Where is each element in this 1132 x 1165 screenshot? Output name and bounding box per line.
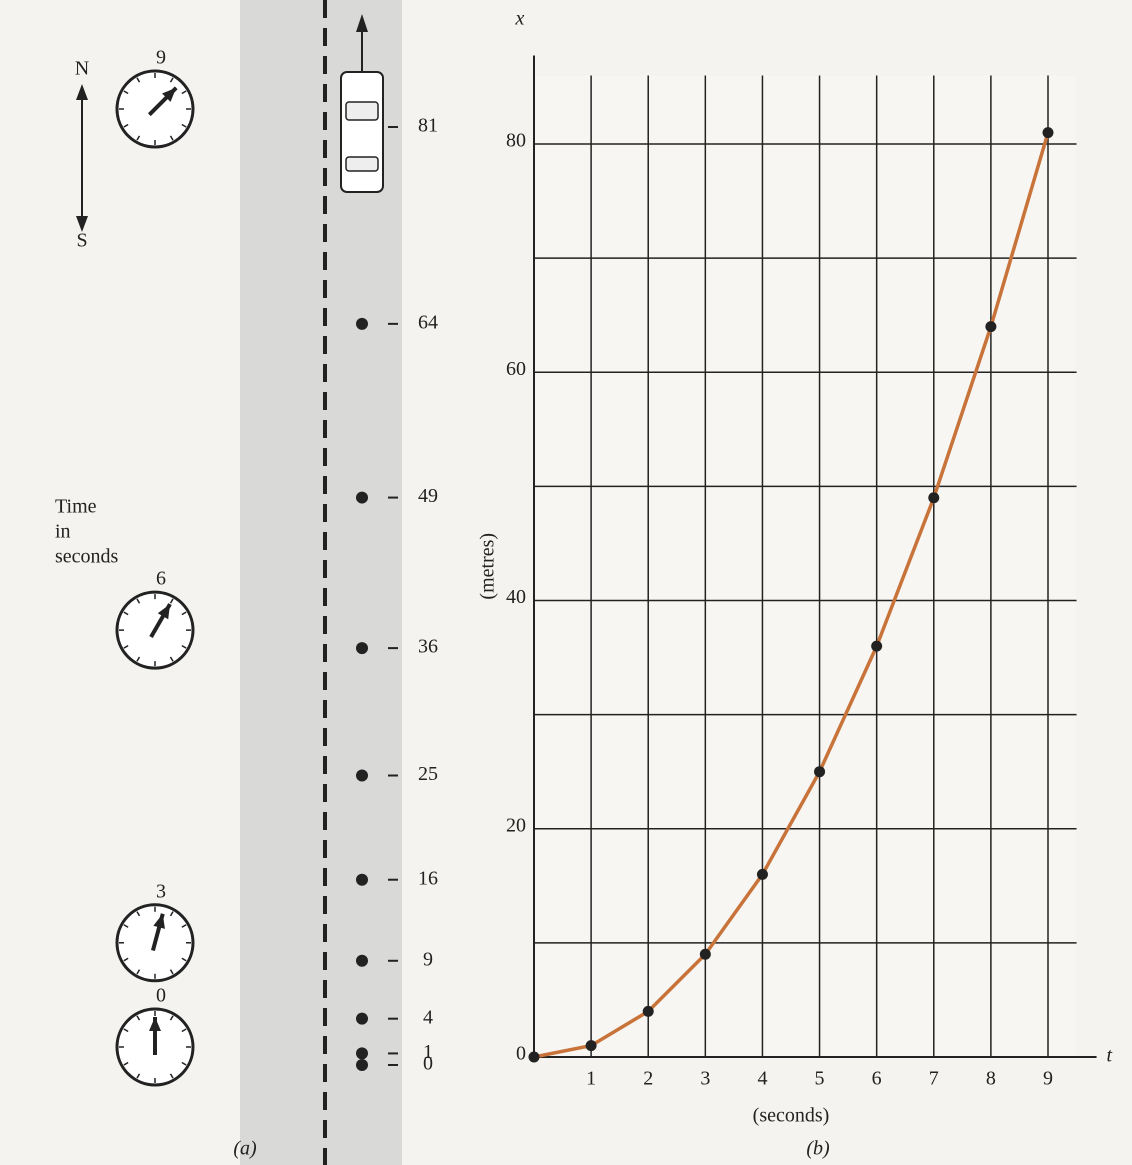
position-label: 16 [418, 867, 438, 889]
time-label: Time [55, 496, 97, 518]
y-tick-label: 80 [506, 130, 526, 152]
position-label: 9 [423, 948, 433, 970]
car-windshield [346, 102, 378, 120]
compass-south: S [76, 230, 87, 252]
y-axis-name: x [515, 8, 525, 30]
x-tick-label: 8 [986, 1068, 996, 1090]
position-label: 1 [423, 1041, 433, 1063]
y-tick-label: 0 [516, 1043, 526, 1065]
time-label: in [55, 521, 71, 543]
position-dot [356, 1013, 368, 1025]
clock-label: 0 [156, 985, 166, 1007]
x-tick-label: 1 [586, 1068, 596, 1090]
x-tick-label: 9 [1043, 1068, 1053, 1090]
data-point [814, 766, 825, 777]
time-label: seconds [55, 546, 119, 568]
data-point [928, 492, 939, 503]
position-label: 81 [418, 115, 438, 137]
position-label: 64 [418, 311, 438, 333]
position-dot [356, 492, 368, 504]
x-tick-label: 7 [929, 1068, 939, 1090]
position-dot [356, 318, 368, 330]
x-tick-label: 5 [815, 1068, 825, 1090]
position-dot [356, 769, 368, 781]
x-axis-label: (seconds) [753, 1105, 830, 1127]
position-label: 36 [418, 636, 438, 658]
data-point [643, 1006, 654, 1017]
data-point [1043, 127, 1054, 138]
data-point [757, 869, 768, 880]
position-dot [356, 874, 368, 886]
data-point [985, 321, 996, 332]
position-dot [356, 642, 368, 654]
x-tick-label: 6 [872, 1068, 882, 1090]
x-tick-label: 3 [700, 1068, 710, 1090]
plot-background [534, 76, 1077, 1057]
position-label: 49 [418, 485, 438, 507]
data-point [529, 1052, 540, 1063]
data-point [586, 1040, 597, 1051]
x-axis-name: t [1107, 1045, 1113, 1067]
y-tick-label: 40 [506, 586, 526, 608]
position-dot [356, 955, 368, 967]
panel-label: (b) [806, 1138, 830, 1160]
y-tick-label: 20 [506, 814, 526, 836]
panel-label: (a) [233, 1138, 257, 1160]
clock-label: 9 [156, 47, 166, 69]
y-tick-label: 60 [506, 358, 526, 380]
position-dot [356, 1047, 368, 1059]
clock-label: 3 [156, 880, 166, 902]
data-point [700, 949, 711, 960]
figure: 01491625364964810369TimeinsecondsNS(a)02… [0, 0, 1132, 1165]
position-label: 25 [418, 763, 438, 785]
position-label: 4 [423, 1006, 433, 1028]
compass-north: N [75, 58, 89, 80]
x-tick-label: 2 [643, 1068, 653, 1090]
car-body [341, 72, 383, 192]
car-rear-window [346, 157, 378, 171]
y-axis-label: (metres) [477, 533, 499, 600]
x-tick-label: 4 [757, 1068, 767, 1090]
position-dot [356, 1059, 368, 1071]
data-point [871, 641, 882, 652]
clock-label: 6 [156, 568, 166, 590]
